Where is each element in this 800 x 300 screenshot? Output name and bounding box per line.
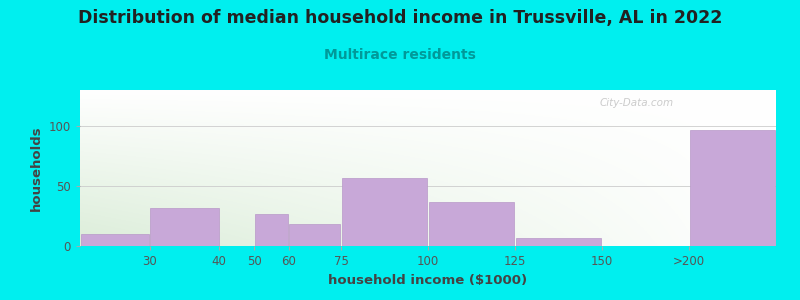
Bar xyxy=(516,238,602,246)
Bar xyxy=(254,214,288,246)
X-axis label: household income ($1000): household income ($1000) xyxy=(329,274,527,286)
Bar xyxy=(290,224,340,246)
Bar xyxy=(690,130,775,246)
Text: City-Data.com: City-Data.com xyxy=(600,98,674,108)
Y-axis label: households: households xyxy=(30,125,43,211)
Bar xyxy=(81,234,149,246)
Bar xyxy=(342,178,427,246)
Text: Multirace residents: Multirace residents xyxy=(324,48,476,62)
Bar xyxy=(429,202,514,246)
Bar xyxy=(150,208,218,246)
Text: Distribution of median household income in Trussville, AL in 2022: Distribution of median household income … xyxy=(78,9,722,27)
